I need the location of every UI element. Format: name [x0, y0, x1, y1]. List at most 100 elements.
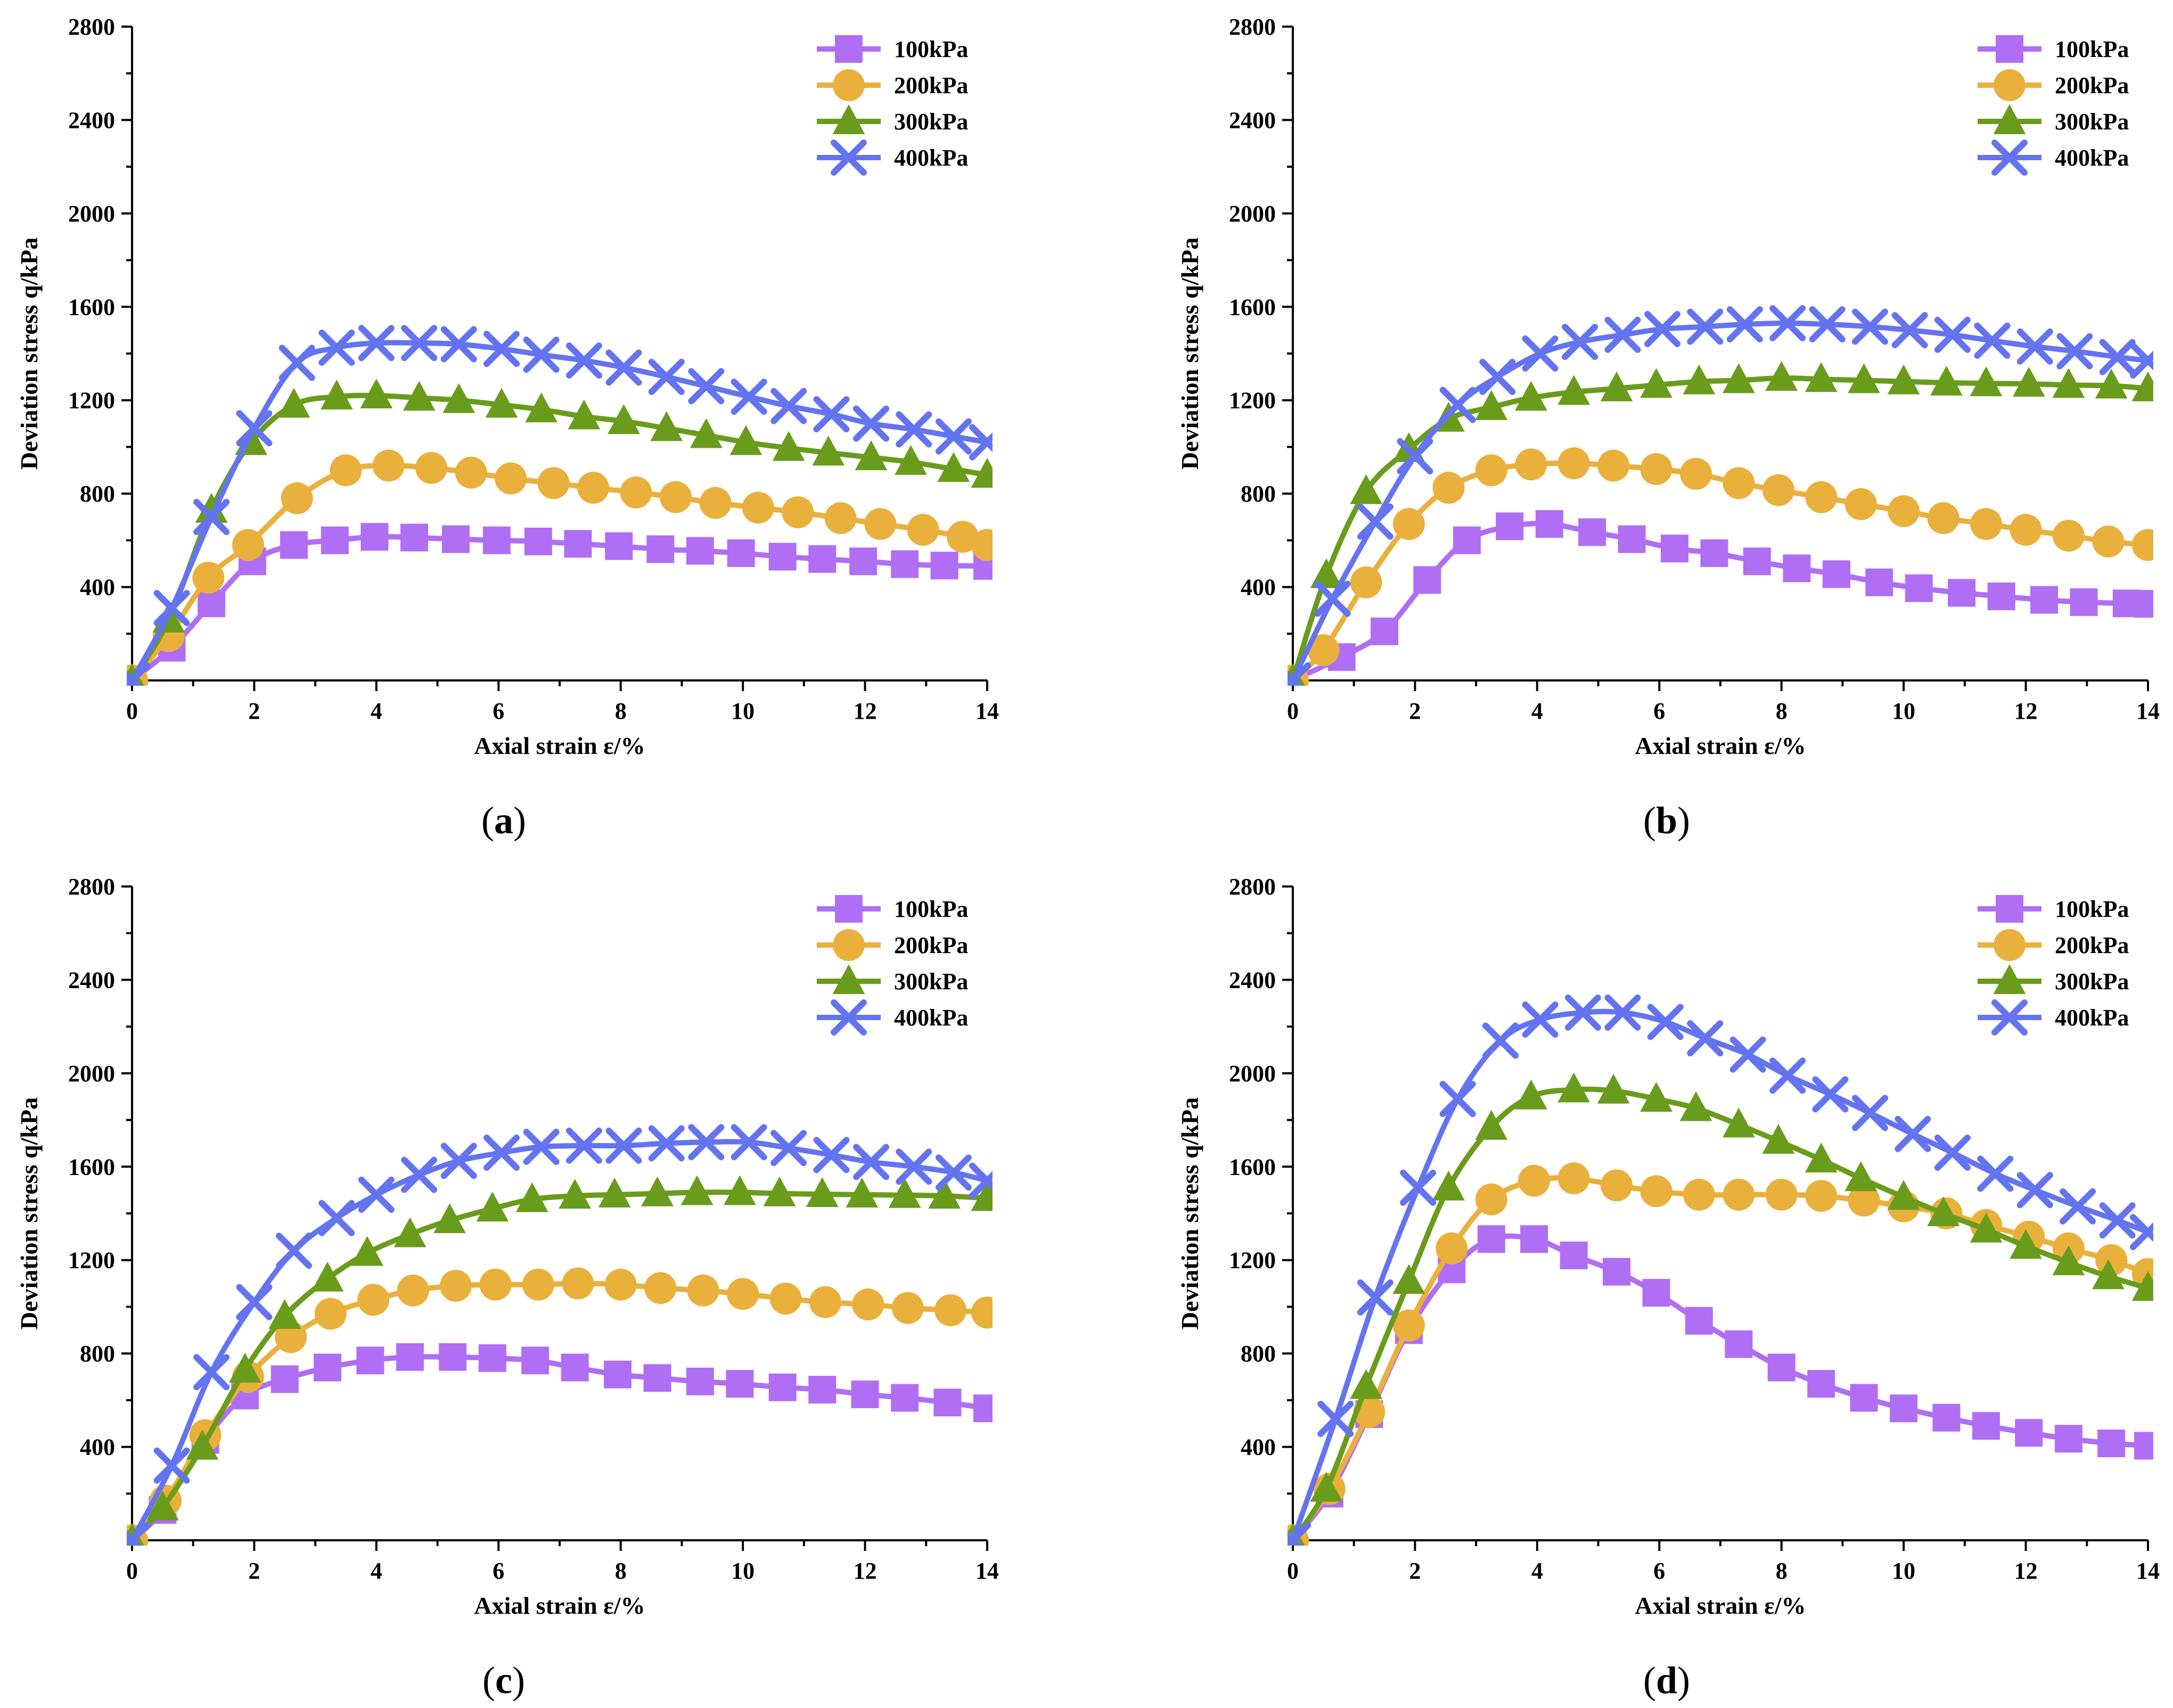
data-point-200kPa — [1392, 508, 1425, 540]
data-point-100kPa — [482, 526, 511, 554]
data-point-100kPa — [360, 523, 389, 551]
x-tick-label: 6 — [1653, 1558, 1665, 1584]
data-point-100kPa — [1822, 560, 1850, 588]
data-point-300kPa — [1350, 474, 1383, 504]
data-point-200kPa — [1597, 449, 1630, 482]
data-point-200kPa — [537, 467, 570, 499]
x-tick-label: 2 — [248, 698, 260, 724]
data-point-100kPa — [1932, 1403, 1961, 1432]
y-tick-label: 1200 — [68, 388, 115, 414]
data-point-300kPa — [1597, 1073, 1630, 1104]
data-point-300kPa — [806, 1177, 839, 1208]
data-point-400kPa — [523, 1129, 560, 1165]
data-point-400kPa — [896, 411, 932, 448]
data-point-200kPa — [934, 1294, 967, 1327]
data-point-100kPa — [524, 528, 552, 556]
data-point-200kPa — [1475, 1183, 1507, 1216]
data-point-100kPa — [439, 1343, 467, 1371]
data-point-400kPa — [1726, 306, 1763, 343]
data-point-200kPa — [1515, 448, 1547, 481]
data-point-100kPa — [1890, 1394, 1918, 1423]
data-point-300kPa — [650, 411, 683, 441]
panel-caption: (a) — [481, 799, 526, 842]
y-tick-label: 400 — [80, 574, 115, 601]
data-point-400kPa — [2099, 1202, 2136, 1239]
data-point-100kPa — [686, 537, 714, 565]
data-point-400kPa — [605, 1127, 642, 1164]
data-point-400kPa — [813, 1137, 850, 1173]
data-point-400kPa — [605, 349, 642, 386]
legend-marker-200kPa — [833, 69, 865, 101]
data-point-400kPa — [1314, 580, 1351, 617]
data-point-200kPa — [372, 449, 405, 482]
data-point-300kPa — [971, 458, 993, 488]
chart-panel-c: 0 2 4 6 8 10 12 14 400 800 1200 1600 2000 2400 2800 Axi… — [15, 874, 999, 1702]
x-tick-label: 14 — [975, 1558, 999, 1584]
data-point-200kPa — [1307, 634, 1340, 666]
data-point-300kPa — [1930, 365, 1963, 396]
data-point-400kPa — [483, 1134, 520, 1171]
data-point-300kPa — [2052, 1245, 2085, 1276]
data-point-300kPa — [1310, 558, 1343, 588]
data-point-200kPa — [891, 1292, 924, 1324]
data-point-100kPa — [198, 589, 226, 618]
data-point-300kPa — [1514, 1079, 1547, 1110]
data-point-400kPa — [565, 342, 602, 379]
x-axis-title: Axial strain ε/% — [1635, 732, 1806, 759]
data-point-300kPa — [2012, 367, 2045, 397]
data-point-300kPa — [1679, 1091, 1712, 1121]
data-point-100kPa — [356, 1346, 384, 1375]
chart-panel-a: 0 2 4 6 8 10 12 14 400 800 1200 1600 2000 2400 2800 Axi… — [15, 14, 999, 842]
data-point-400kPa — [1357, 503, 1393, 540]
data-point-300kPa — [971, 1181, 993, 1211]
data-point-300kPa — [895, 445, 928, 475]
data-point-200kPa — [907, 514, 939, 546]
data-point-200kPa — [852, 1288, 884, 1321]
data-point-300kPa — [403, 381, 436, 411]
y-tick-label: 800 — [80, 481, 115, 507]
data-point-400kPa — [1522, 335, 1559, 372]
legend: 100kPa 200kPa 300kPa 400kPa — [817, 895, 968, 1036]
y-tick-label: 800 — [1241, 481, 1276, 507]
data-point-400kPa — [935, 418, 972, 455]
data-point-200kPa — [769, 1283, 802, 1315]
legend-marker-400kPa — [1991, 999, 2028, 1036]
legend-marker-300kPa — [1993, 964, 2026, 994]
data-point-400kPa — [731, 1124, 767, 1161]
x-tick-label: 12 — [2014, 1558, 2038, 1584]
data-point-100kPa — [1865, 568, 1893, 596]
data-point-400kPa — [2016, 1172, 2053, 1209]
y-tick-label: 2400 — [1229, 107, 1276, 133]
data-point-100kPa — [603, 1360, 632, 1389]
data-point-400kPa — [2099, 339, 2136, 375]
data-point-300kPa — [1848, 363, 1880, 393]
x-tick-label: 14 — [975, 698, 999, 724]
y-tick-label: 400 — [1241, 574, 1276, 601]
data-point-100kPa — [1660, 535, 1688, 563]
data-point-400kPa — [1647, 1004, 1684, 1040]
data-point-400kPa — [1977, 1155, 2014, 1192]
data-point-100kPa — [2015, 1419, 2043, 1447]
data-point-100kPa — [768, 1373, 797, 1401]
data-point-200kPa — [644, 1272, 677, 1304]
x-tick-label: 2 — [248, 1558, 260, 1584]
data-point-300kPa — [846, 1177, 879, 1208]
data-point-300kPa — [228, 1352, 261, 1383]
data-point-200kPa — [1723, 1178, 1755, 1211]
data-point-100kPa — [321, 526, 349, 554]
data-point-200kPa — [2095, 1244, 2128, 1276]
legend-marker-200kPa — [1994, 69, 2026, 101]
data-point-200kPa — [1557, 1162, 1590, 1195]
data-point-400kPa — [1687, 308, 1724, 345]
x-tick-label: 6 — [493, 1558, 504, 1584]
x-tick-label: 10 — [731, 698, 755, 724]
legend-marker-300kPa — [1993, 104, 2026, 134]
data-point-200kPa — [699, 487, 732, 519]
data-point-200kPa — [971, 529, 993, 561]
legend-marker-400kPa — [831, 999, 867, 1036]
data-point-200kPa — [687, 1274, 719, 1307]
chart-panel-b: 0 2 4 6 8 10 12 14 400 800 1200 1600 2000 2400 2800 Axi… — [1176, 14, 2160, 842]
data-point-400kPa — [1479, 358, 1516, 395]
data-point-400kPa — [1769, 1057, 1806, 1094]
y-tick-label: 1200 — [1229, 388, 1276, 414]
